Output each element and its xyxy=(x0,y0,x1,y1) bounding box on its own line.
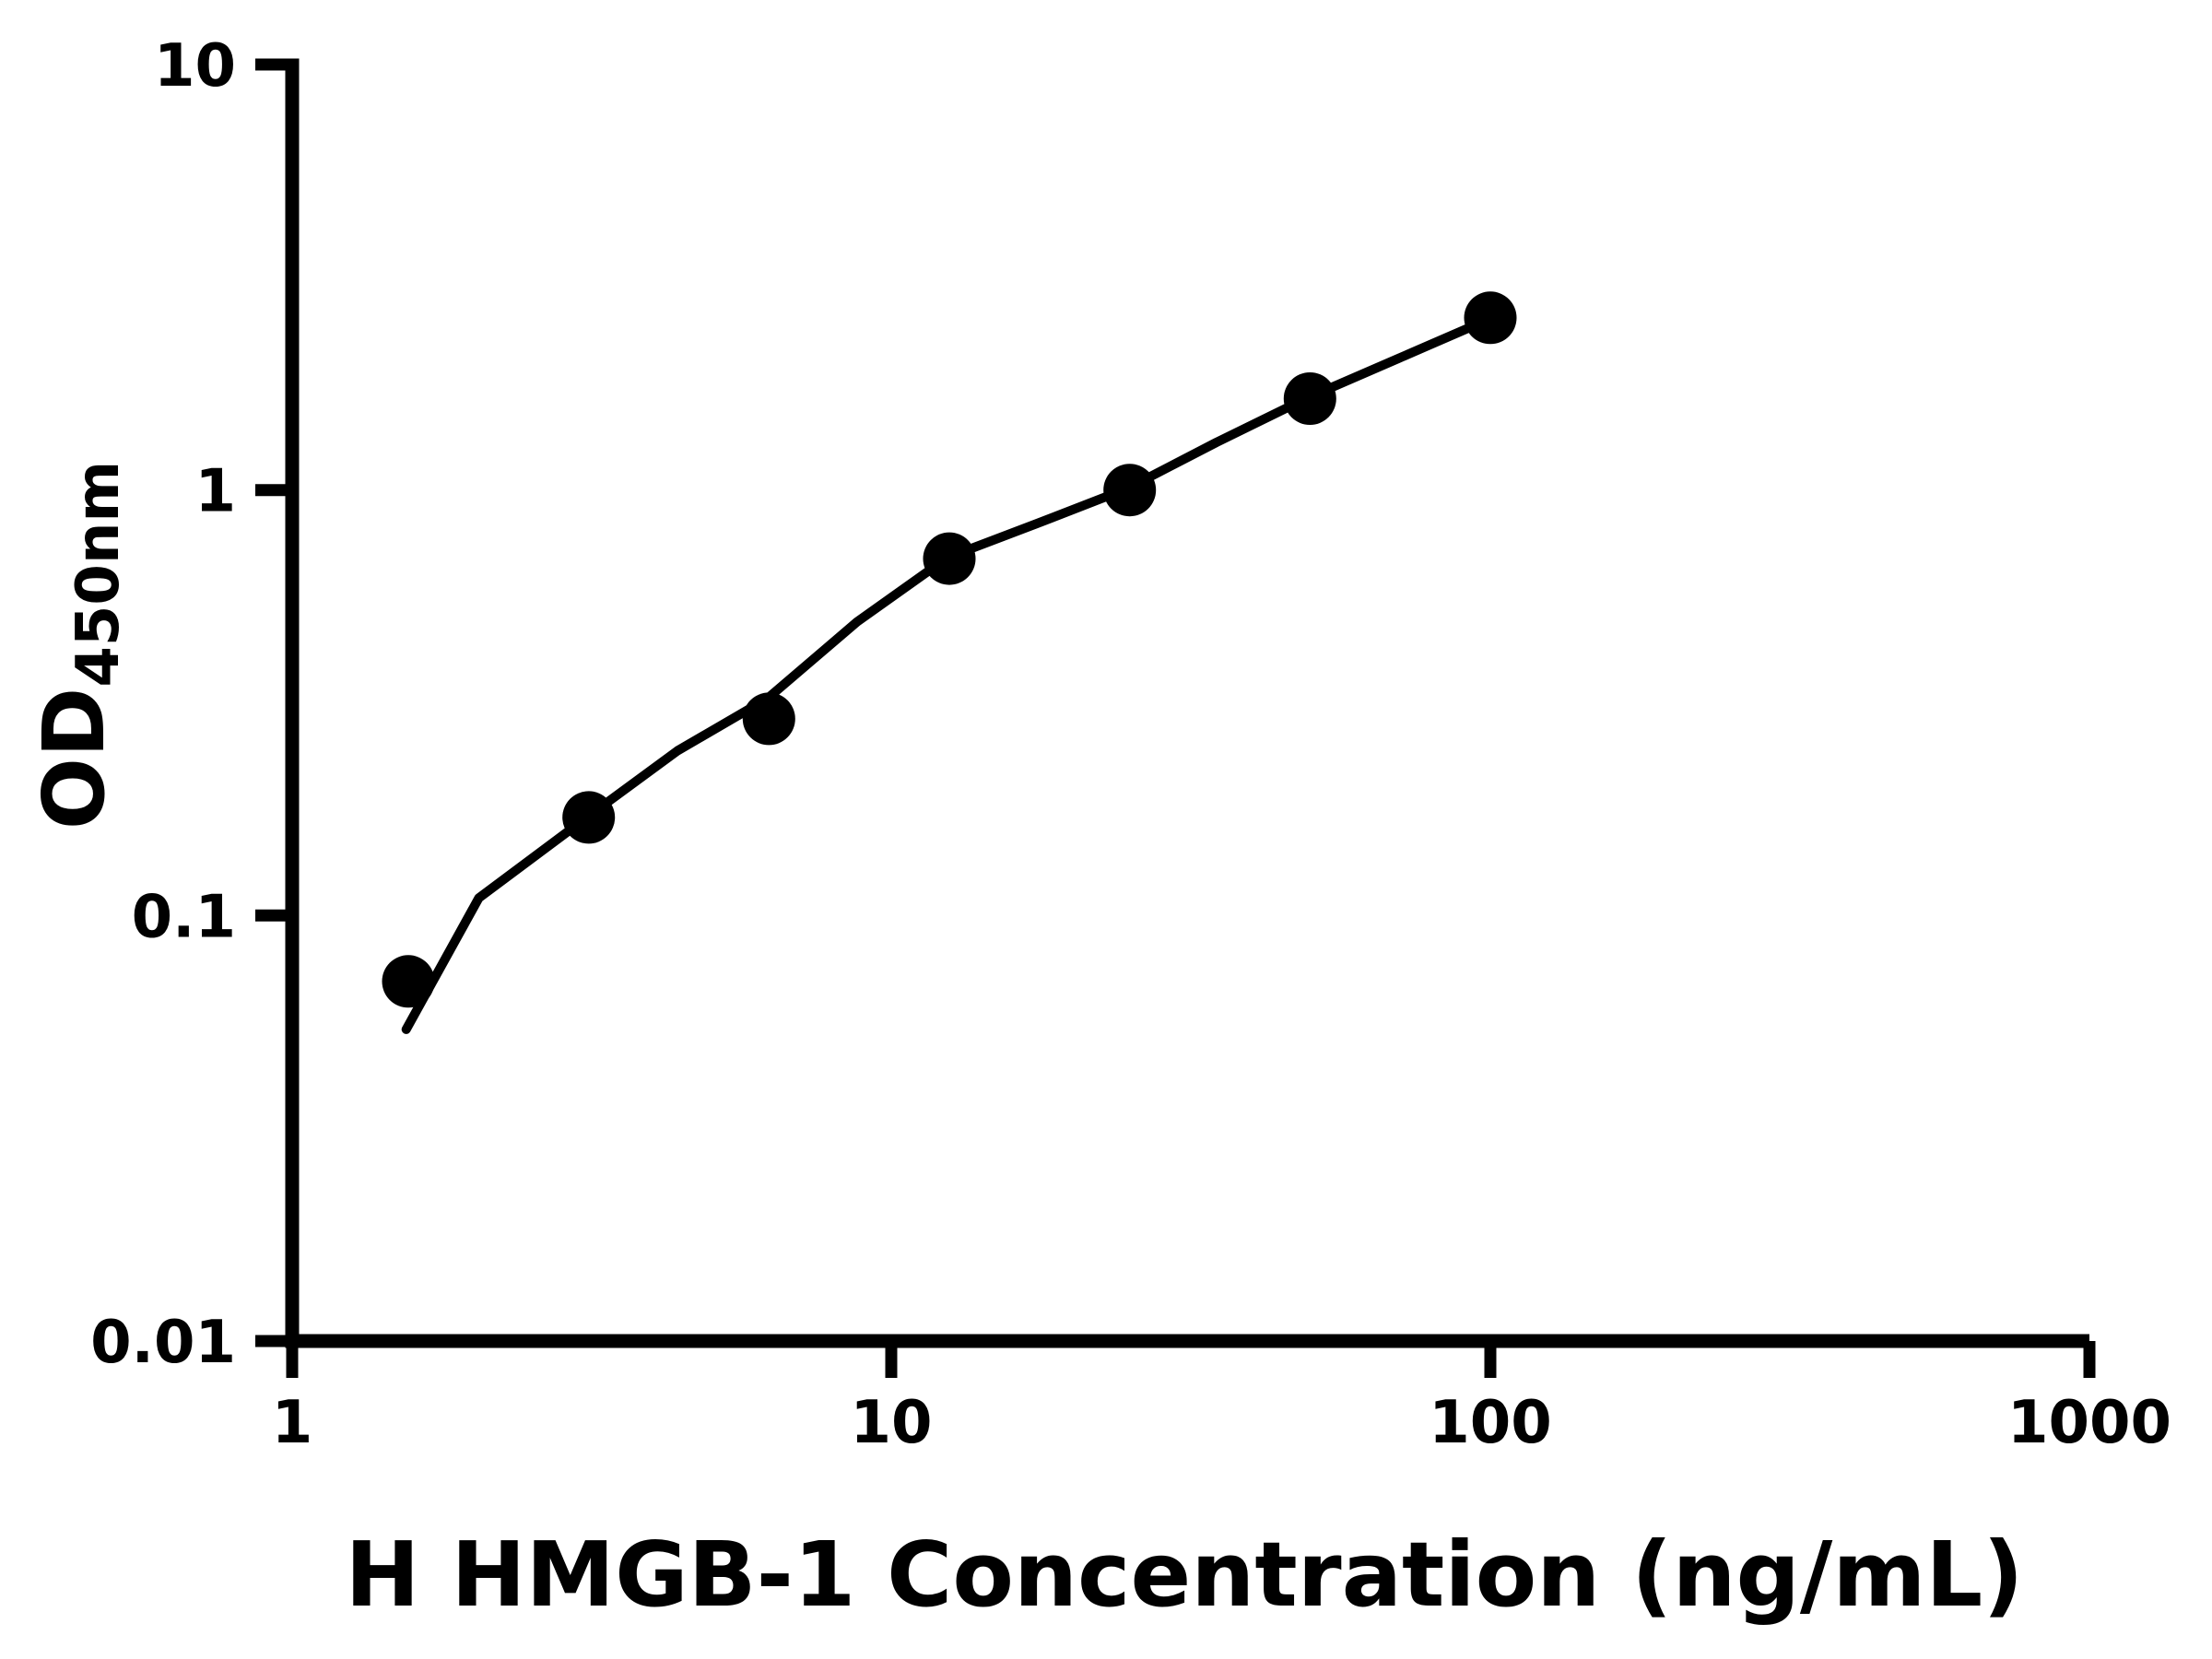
x-axis-title: H HMGB-1 Concentration (ng/mL) xyxy=(345,1523,2023,1627)
series-layer xyxy=(382,291,1517,1034)
data-point xyxy=(1283,372,1336,425)
y-axis-title-main: OD xyxy=(25,688,124,830)
y-axis-title-subscript: 450nm xyxy=(65,461,133,688)
y-tick-label: 10 xyxy=(154,32,236,100)
data-point xyxy=(1464,291,1517,345)
x-tick-label: 1 xyxy=(272,1389,313,1457)
y-axis-ticks: 0.01 0.1 1 10 xyxy=(90,32,292,1377)
data-point xyxy=(923,532,976,585)
data-point xyxy=(1103,464,1157,517)
data-point xyxy=(742,692,795,746)
fitted-curve xyxy=(401,314,1495,1034)
data-point xyxy=(382,955,435,1008)
x-tick-label: 10 xyxy=(850,1389,932,1457)
y-axis-title: OD450nm xyxy=(25,461,133,830)
y-tick-label: 1 xyxy=(194,458,236,526)
x-tick-label: 1000 xyxy=(2007,1389,2171,1457)
axis-lines xyxy=(285,58,2089,1348)
y-tick-label: 0.01 xyxy=(90,1309,236,1377)
data-point xyxy=(562,791,616,844)
x-tick-label: 100 xyxy=(1429,1389,1552,1457)
x-axis-ticks: 1 10 100 1000 xyxy=(272,1341,2171,1457)
y-tick-label: 0.1 xyxy=(132,883,236,951)
